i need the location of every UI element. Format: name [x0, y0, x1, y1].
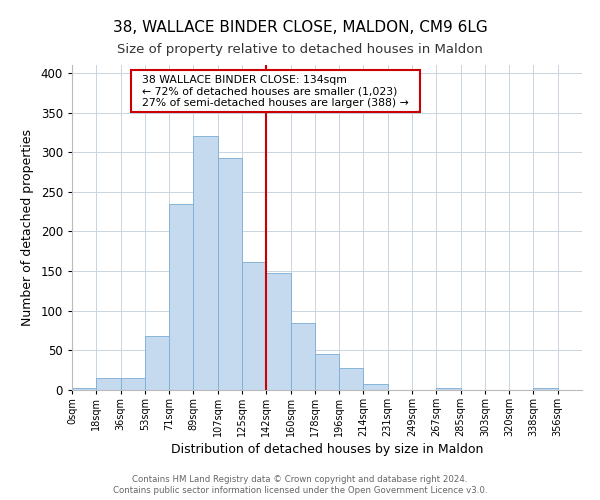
Text: 38 WALLACE BINDER CLOSE: 134sqm
  ← 72% of detached houses are smaller (1,023)
 : 38 WALLACE BINDER CLOSE: 134sqm ← 72% of… [135, 74, 416, 108]
X-axis label: Distribution of detached houses by size in Maldon: Distribution of detached houses by size … [171, 444, 483, 456]
Bar [242, 262, 266, 390]
Bar [339, 368, 364, 390]
Text: 38, WALLACE BINDER CLOSE, MALDON, CM9 6LG: 38, WALLACE BINDER CLOSE, MALDON, CM9 6L… [113, 20, 487, 35]
Bar [266, 272, 290, 390]
Text: Size of property relative to detached houses in Maldon: Size of property relative to detached ho… [117, 42, 483, 56]
Bar [121, 378, 145, 390]
Bar [193, 136, 218, 390]
Y-axis label: Number of detached properties: Number of detached properties [21, 129, 34, 326]
Bar [72, 388, 96, 390]
Bar [96, 378, 121, 390]
Bar [533, 388, 558, 390]
Bar [169, 204, 193, 390]
Bar [218, 158, 242, 390]
Text: Contains HM Land Registry data © Crown copyright and database right 2024.: Contains HM Land Registry data © Crown c… [132, 475, 468, 484]
Text: Contains public sector information licensed under the Open Government Licence v3: Contains public sector information licen… [113, 486, 487, 495]
Bar [145, 336, 169, 390]
Bar [436, 388, 461, 390]
Bar [290, 322, 315, 390]
Bar [315, 354, 339, 390]
Bar [364, 384, 388, 390]
